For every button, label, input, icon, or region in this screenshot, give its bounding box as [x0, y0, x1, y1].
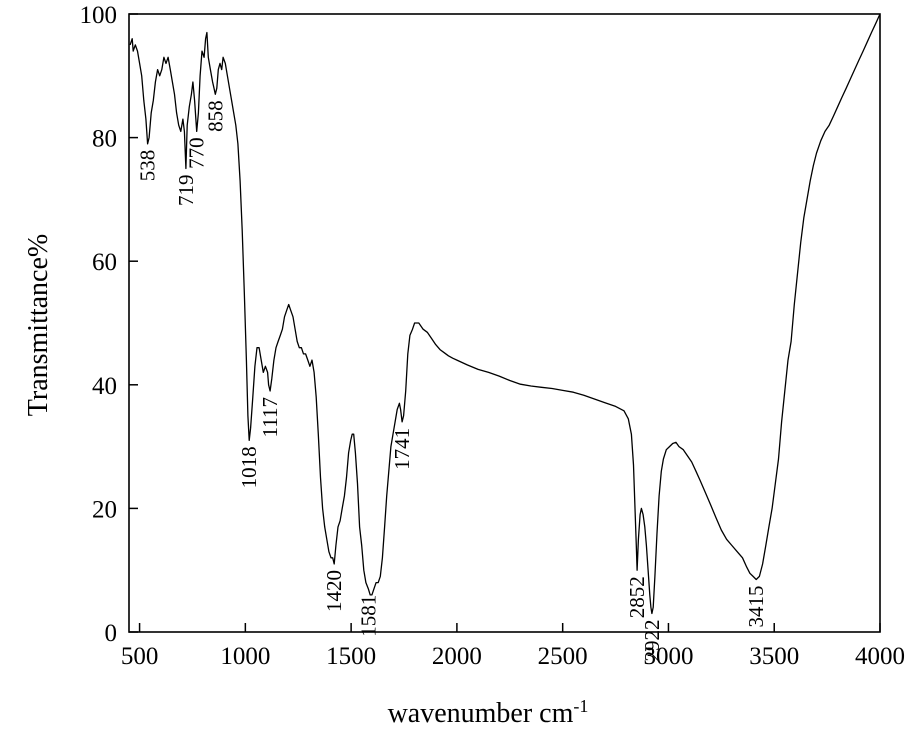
peak-label: 1581: [356, 595, 380, 637]
plot-frame: [128, 13, 881, 633]
y-axis: 0 20 40 60 80 100: [80, 2, 138, 647]
x-tick-label: 500: [121, 643, 159, 670]
x-tick-label: 4000: [855, 643, 905, 670]
peak-label: 1420: [322, 570, 346, 612]
peak-label: 1741: [390, 428, 414, 470]
peak-labels: 538 719 770 858 1018 1117 1420 1581 1741 28522922…: [136, 100, 769, 661]
y-tick-label: 60: [92, 249, 117, 276]
peak-label: 1117: [258, 397, 282, 437]
x-axis: 500 1000 1500 2000 2500 3000 3500 4000: [121, 623, 905, 670]
y-tick-label: 40: [92, 373, 117, 400]
y-tick-label: 20: [92, 496, 117, 523]
peak-label: 719: [174, 175, 198, 207]
x-tick-label: 1500: [326, 643, 376, 670]
peak-label: 538: [136, 150, 160, 182]
x-tick-label: 1000: [220, 643, 270, 670]
y-tick-label: 80: [92, 126, 117, 153]
x-tick-label: 3500: [749, 643, 799, 670]
peak-label: 770: [185, 137, 209, 169]
x-tick-label: 3000: [643, 643, 693, 670]
peak-label: 858: [203, 100, 227, 132]
spectrum-line: [129, 13, 881, 615]
x-axis-title: wavenumber cm-1: [388, 696, 589, 729]
peak-label: 3415: [744, 585, 768, 627]
peak-label: 2922: [640, 619, 664, 661]
y-tick-label: 0: [105, 620, 118, 647]
y-tick-label: 100: [80, 2, 118, 29]
y-axis-title: Transmittance%: [23, 234, 54, 417]
peak-label: 1018: [237, 446, 261, 488]
x-tick-label: 2500: [538, 643, 588, 670]
peak-label: 2852: [625, 576, 649, 618]
x-tick-label: 2000: [432, 643, 482, 670]
